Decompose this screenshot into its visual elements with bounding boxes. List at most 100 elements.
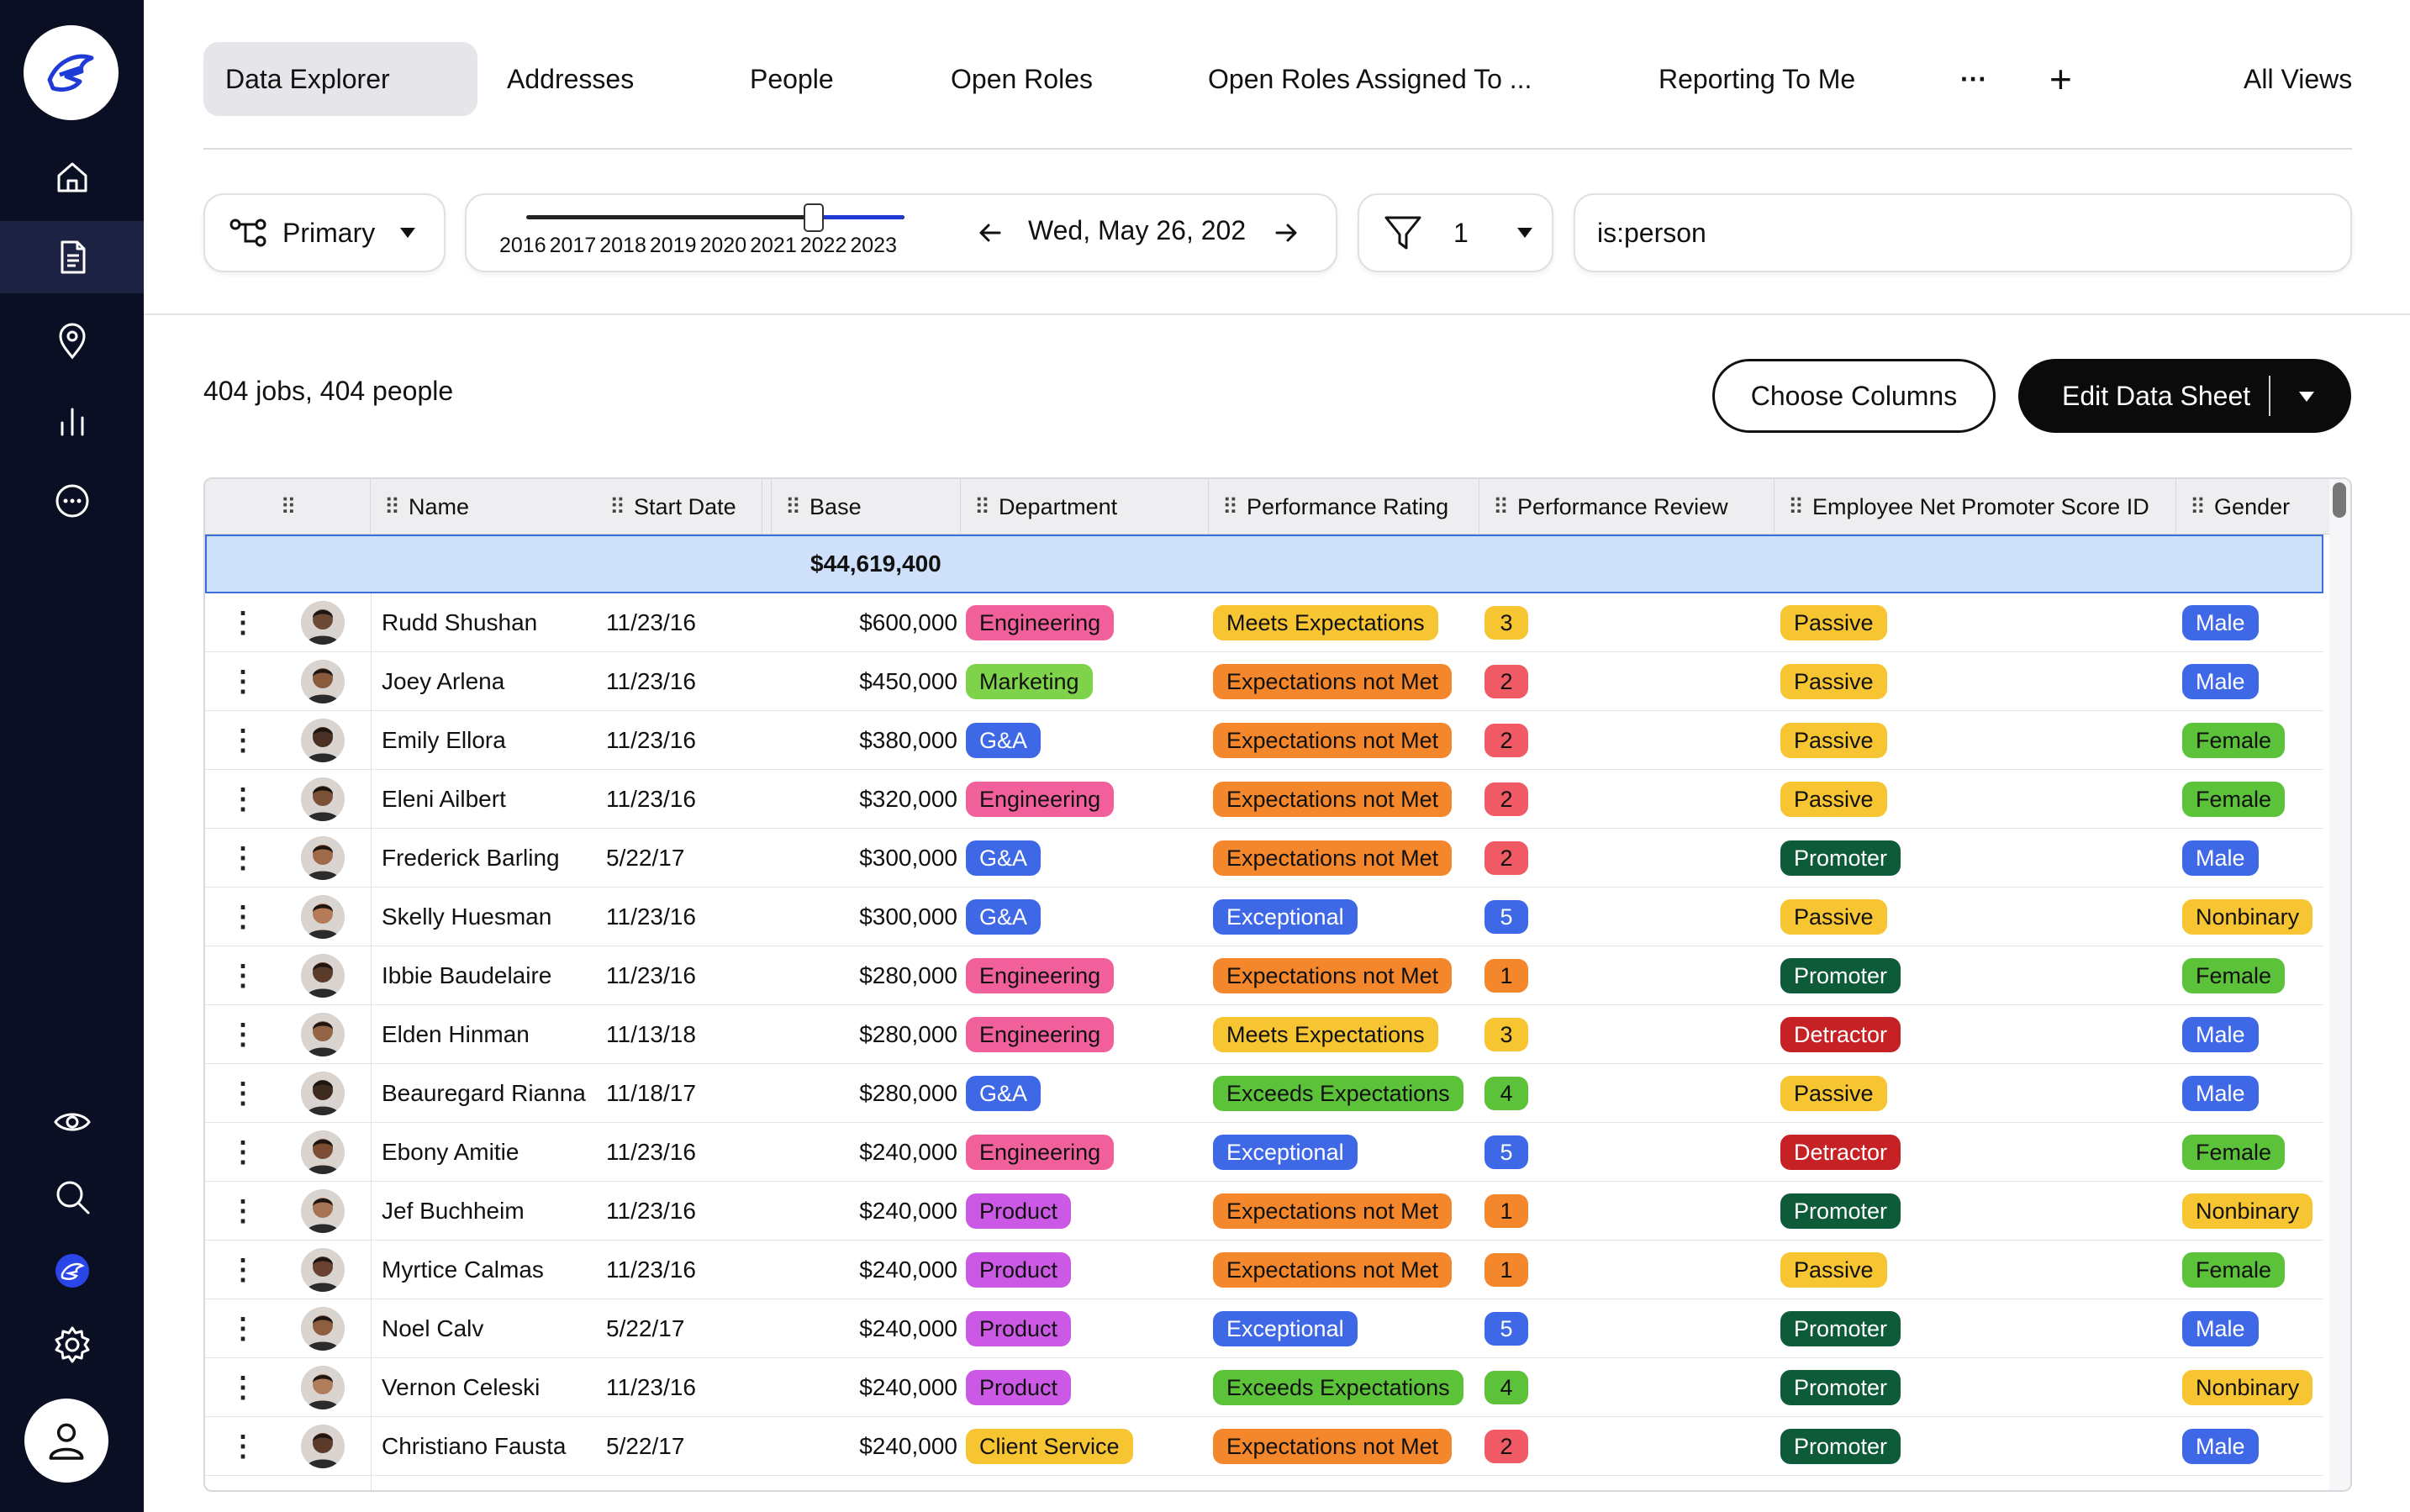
cell-performance-review[interactable]: 2 bbox=[1484, 770, 1528, 829]
row-menu-button[interactable]: ⋮ bbox=[229, 770, 257, 829]
cell-nps[interactable]: Passive bbox=[1780, 770, 1887, 829]
cell-performance-rating[interactable]: Expectations not Met bbox=[1213, 946, 1453, 1005]
cell-name[interactable]: Noel Calv bbox=[382, 1315, 484, 1341]
cell-name[interactable]: Christiano Fausta bbox=[382, 1433, 567, 1459]
cell-gender[interactable]: Male bbox=[2182, 1299, 2259, 1358]
cell-performance-rating[interactable]: Exceptional bbox=[1213, 1299, 1358, 1358]
cell-name[interactable]: Joey Arlena bbox=[382, 668, 505, 694]
cell-name[interactable]: Rudd Shushan bbox=[382, 609, 538, 635]
timeline-slider-handle[interactable] bbox=[804, 203, 824, 232]
row-menu-button[interactable]: ⋮ bbox=[229, 1417, 257, 1476]
avatar[interactable] bbox=[301, 829, 345, 888]
cell-performance-review[interactable]: 1 bbox=[1484, 946, 1528, 1005]
tab-open-roles[interactable]: Open Roles bbox=[951, 42, 1093, 116]
avatar[interactable] bbox=[301, 1182, 345, 1241]
avatar[interactable] bbox=[301, 593, 345, 652]
cell-gender[interactable]: Nonbinary bbox=[2182, 888, 2313, 946]
cell-department[interactable]: Product bbox=[966, 1358, 1072, 1417]
cell-gender[interactable]: Female bbox=[2182, 1241, 2286, 1299]
chevron-down-icon[interactable] bbox=[2299, 392, 2314, 402]
table-row[interactable]: ⋮ Emily Ellora 11/23/16 $380,000 G&A Exp… bbox=[205, 711, 2323, 770]
cell-name[interactable]: Eleni Ailbert bbox=[382, 786, 506, 812]
cell-name[interactable]: Emily Ellora bbox=[382, 727, 506, 753]
row-menu-button[interactable]: ⋮ bbox=[229, 711, 257, 770]
avatar[interactable] bbox=[301, 888, 345, 946]
avatar[interactable] bbox=[301, 1417, 345, 1476]
cell-performance-review[interactable]: 5 bbox=[1484, 1299, 1528, 1358]
avatar[interactable] bbox=[301, 1299, 345, 1358]
cell-department[interactable]: Marketing bbox=[966, 652, 1093, 711]
cell-gender[interactable]: Female bbox=[2182, 770, 2286, 829]
cell-performance-rating[interactable]: Meets Expectations bbox=[1213, 593, 1438, 652]
cell-department[interactable]: Engineering bbox=[966, 593, 1115, 652]
column-header-name[interactable]: ⠿ Name bbox=[371, 479, 762, 535]
cell-department[interactable]: Engineering bbox=[966, 1005, 1115, 1064]
column-header-department[interactable]: ⠿ Department bbox=[961, 479, 1209, 535]
row-menu-button[interactable]: ⋮ bbox=[229, 1064, 257, 1123]
current-date[interactable]: Wed, May 26, 202 bbox=[1028, 215, 1247, 245]
cell-department[interactable]: Engineering bbox=[966, 1123, 1115, 1182]
cell-performance-rating[interactable]: Expectations not Met bbox=[1213, 711, 1453, 770]
cell-performance-review[interactable]: 2 bbox=[1484, 1417, 1528, 1476]
cell-performance-review[interactable]: 1 bbox=[1484, 1182, 1528, 1241]
cell-performance-rating[interactable]: Expectations not Met bbox=[1213, 652, 1453, 711]
tab-reporting-to-me[interactable]: Reporting To Me bbox=[1659, 42, 1855, 116]
cell-performance-rating[interactable]: Exceeds Expectations bbox=[1213, 1064, 1463, 1123]
cell-department[interactable]: Engineering bbox=[966, 770, 1115, 829]
column-header-base[interactable]: ⠿ Base bbox=[772, 479, 961, 535]
cell-performance-rating[interactable]: Exceeds Expectations bbox=[1213, 1358, 1463, 1417]
row-menu-button[interactable]: ⋮ bbox=[229, 1241, 257, 1299]
vertical-scrollbar[interactable] bbox=[2329, 479, 2350, 1490]
cell-gender[interactable]: Male bbox=[2182, 652, 2259, 711]
cell-name[interactable]: Vernon Celeski bbox=[382, 1374, 541, 1400]
tab-people[interactable]: People bbox=[750, 42, 834, 116]
row-menu-button[interactable]: ⋮ bbox=[229, 1358, 257, 1417]
cell-performance-rating[interactable]: Expectations not Met bbox=[1213, 1241, 1453, 1299]
cell-performance-rating[interactable]: Exceptional bbox=[1213, 1123, 1358, 1182]
add-view-button[interactable]: + bbox=[2049, 42, 2072, 116]
cell-gender[interactable]: Male bbox=[2182, 593, 2259, 652]
filter-control[interactable]: 1 bbox=[1358, 193, 1553, 272]
cell-gender[interactable]: Female bbox=[2182, 946, 2286, 1005]
nav-workspace[interactable] bbox=[0, 1235, 144, 1307]
edit-data-sheet-button[interactable]: Edit Data Sheet bbox=[2018, 359, 2351, 433]
cell-nps[interactable]: Passive bbox=[1780, 888, 1887, 946]
cell-department[interactable]: Engineering bbox=[966, 946, 1115, 1005]
avatar[interactable] bbox=[301, 946, 345, 1005]
cell-gender[interactable]: Female bbox=[2182, 1123, 2286, 1182]
cell-performance-review[interactable]: 1 bbox=[1484, 1241, 1528, 1299]
timeline-slider-track[interactable] bbox=[526, 215, 904, 219]
cell-department[interactable]: Client Service bbox=[966, 1417, 1133, 1476]
primary-selector[interactable]: Primary bbox=[203, 193, 446, 272]
nav-documents[interactable] bbox=[0, 221, 144, 293]
table-row[interactable]: ⋮ Elden Hinman 11/13/18 $280,000 Enginee… bbox=[205, 1005, 2323, 1064]
row-menu-button[interactable]: ⋮ bbox=[229, 652, 257, 711]
cell-department[interactable]: G&A bbox=[966, 1064, 1042, 1123]
cell-nps[interactable]: Passive bbox=[1780, 711, 1887, 770]
table-row[interactable]: ⋮ Beauregard Rianna 11/18/17 $280,000 G&… bbox=[205, 1064, 2323, 1123]
table-row[interactable]: ⋮ Myrtice Calmas 11/23/16 $240,000 Produ… bbox=[205, 1241, 2323, 1299]
table-row[interactable]: ⋮ Ibbie Baudelaire 11/23/16 $280,000 Eng… bbox=[205, 946, 2323, 1005]
row-menu-button[interactable]: ⋮ bbox=[229, 829, 257, 888]
arrow-right-icon[interactable] bbox=[1274, 220, 1299, 245]
table-row[interactable]: ⋮ Frederick Barling 5/22/17 $300,000 G&A… bbox=[205, 829, 2323, 888]
row-menu-button[interactable]: ⋮ bbox=[229, 1182, 257, 1241]
cell-department[interactable]: Product bbox=[966, 1299, 1072, 1358]
table-row[interactable]: ⋮ Skelly Huesman 11/23/16 $300,000 G&A E… bbox=[205, 888, 2323, 946]
cell-performance-review[interactable]: 2 bbox=[1484, 652, 1528, 711]
cell-gender[interactable]: Male bbox=[2182, 1005, 2259, 1064]
cell-name[interactable]: Beauregard Rianna bbox=[382, 1080, 586, 1106]
cell-nps[interactable]: Promoter bbox=[1780, 1299, 1901, 1358]
cell-name[interactable]: Frederick Barling bbox=[382, 845, 560, 871]
tab-open-roles-assigned[interactable]: Open Roles Assigned To ... bbox=[1208, 42, 1532, 116]
cell-gender[interactable]: Male bbox=[2182, 829, 2259, 888]
row-menu-button[interactable]: ⋮ bbox=[229, 593, 257, 652]
profile-button[interactable] bbox=[24, 1399, 108, 1483]
avatar[interactable] bbox=[301, 770, 345, 829]
cell-gender[interactable]: Female bbox=[2182, 711, 2286, 770]
table-row[interactable]: ⋮ Jef Buchheim 11/23/16 $240,000 Product… bbox=[205, 1182, 2323, 1241]
avatar[interactable] bbox=[301, 1358, 345, 1417]
nav-more[interactable] bbox=[0, 465, 144, 537]
cell-gender[interactable]: Nonbinary bbox=[2182, 1358, 2313, 1417]
tab-data-explorer[interactable]: Data Explorer bbox=[203, 42, 477, 116]
